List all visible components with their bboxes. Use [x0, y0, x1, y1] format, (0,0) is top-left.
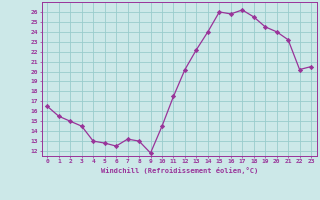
X-axis label: Windchill (Refroidissement éolien,°C): Windchill (Refroidissement éolien,°C) — [100, 167, 258, 174]
